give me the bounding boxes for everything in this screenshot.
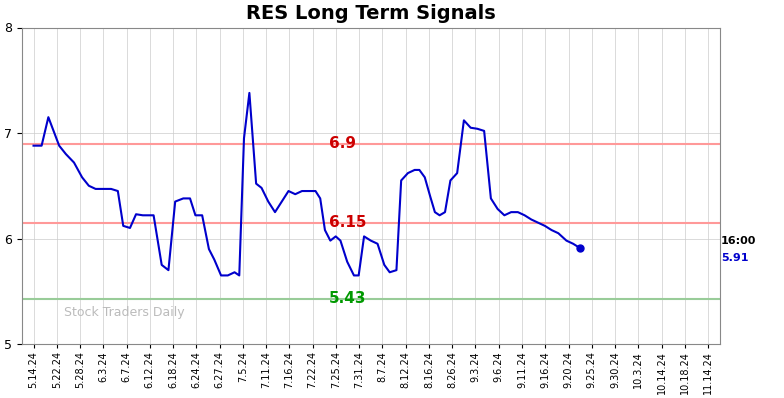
Text: 5.91: 5.91	[721, 252, 749, 263]
Text: 6.15: 6.15	[329, 215, 366, 230]
Text: 6.9: 6.9	[329, 136, 356, 151]
Text: Stock Traders Daily: Stock Traders Daily	[64, 306, 184, 319]
Text: 16:00: 16:00	[721, 236, 757, 246]
Text: 5.43: 5.43	[329, 291, 366, 306]
Point	[574, 245, 586, 251]
Title: RES Long Term Signals: RES Long Term Signals	[246, 4, 495, 23]
